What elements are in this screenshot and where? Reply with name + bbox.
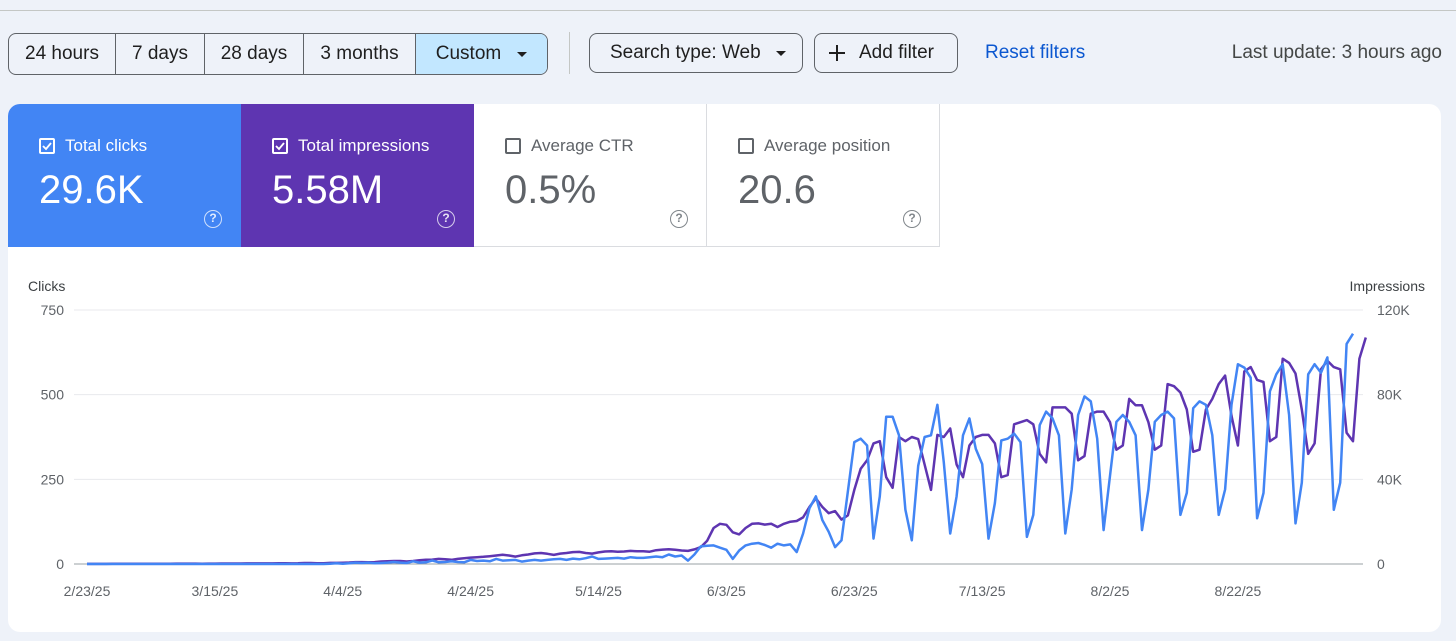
metric-value: 20.6 <box>738 168 816 212</box>
dropdown-caret-icon <box>775 50 786 56</box>
x-tick-label: 4/4/25 <box>323 583 362 599</box>
metric-value: 29.6K <box>39 168 144 212</box>
right-axis-label: Impressions <box>1350 278 1425 294</box>
x-tick-label: 8/2/25 <box>1091 583 1130 599</box>
search-type-dropdown[interactable]: Search type: Web <box>589 33 803 73</box>
help-icon[interactable]: ? <box>204 210 222 228</box>
help-icon[interactable]: ? <box>670 210 688 228</box>
range-28-days[interactable]: 28 days <box>205 34 304 74</box>
left-axis-label: Clicks <box>28 278 65 294</box>
range-24-hours[interactable]: 24 hours <box>9 34 116 74</box>
x-tick-label: 4/24/25 <box>447 583 494 599</box>
metric-card-total-clicks[interactable]: Total clicks 29.6K ? <box>8 104 241 247</box>
date-range-selector: 24 hours 7 days 28 days 3 months Custom <box>8 33 548 75</box>
range-custom[interactable]: Custom <box>416 34 547 74</box>
left-axis-ticks: 750 500 250 0 <box>41 302 65 572</box>
left-tick-label: 750 <box>41 302 65 318</box>
add-filter-button[interactable]: Add filter <box>814 33 958 73</box>
performance-panel: Total clicks 29.6K ? Total impressions 5… <box>8 104 1441 632</box>
help-icon[interactable]: ? <box>903 210 921 228</box>
left-tick-label: 250 <box>41 471 65 487</box>
help-icon[interactable]: ? <box>437 210 455 228</box>
left-tick-label: 0 <box>56 556 64 572</box>
checkbox-checked-icon[interactable] <box>39 138 55 154</box>
chart-series <box>87 333 1367 566</box>
metric-label: Total clicks <box>65 136 148 155</box>
search-type-label: Search type: Web <box>610 42 761 63</box>
metric-card-total-impressions[interactable]: Total impressions 5.58M ? <box>241 104 474 247</box>
last-update-text: Last update: 3 hours ago <box>1231 42 1442 63</box>
right-tick-label: 80K <box>1377 387 1403 403</box>
x-tick-label: 7/13/25 <box>959 583 1006 599</box>
reset-filters-link[interactable]: Reset filters <box>985 42 1086 63</box>
checkbox-unchecked-icon[interactable] <box>505 138 521 154</box>
x-tick-label: 5/14/25 <box>575 583 622 599</box>
metric-card-average-position[interactable]: Average position 20.6 ? <box>707 104 940 247</box>
range-custom-label: Custom <box>435 43 502 64</box>
metric-label: Average CTR <box>531 136 634 155</box>
right-tick-label: 0 <box>1377 556 1385 572</box>
add-filter-label: Add filter <box>859 42 934 63</box>
left-tick-label: 500 <box>41 387 65 403</box>
plus-icon <box>829 45 845 61</box>
x-tick-label: 3/15/25 <box>192 583 239 599</box>
range-7-days[interactable]: 7 days <box>116 34 205 74</box>
filter-divider <box>569 32 570 74</box>
metric-card-average-ctr[interactable]: Average CTR 0.5% ? <box>474 104 707 247</box>
right-tick-label: 120K <box>1377 302 1410 318</box>
x-tick-label: 2/23/25 <box>64 583 111 599</box>
metric-value: 0.5% <box>505 168 597 212</box>
x-tick-label: 6/23/25 <box>831 583 878 599</box>
clicks-series-line <box>87 333 1355 566</box>
top-divider <box>0 10 1456 11</box>
performance-chart: Clicks Impressions 750 500 250 0 120K 80K 40K… <box>28 278 1425 599</box>
x-axis-ticks: 2/23/25 3/15/25 4/4/25 4/24/25 5/14/25 6/3/25… <box>64 583 1262 599</box>
right-axis-ticks: 120K 80K 40K 0 <box>1377 302 1410 572</box>
x-tick-label: 8/22/25 <box>1215 583 1262 599</box>
metric-label: Average position <box>764 136 891 155</box>
metric-label: Total impressions <box>298 136 430 155</box>
range-3-months[interactable]: 3 months <box>304 34 416 74</box>
dropdown-caret-icon <box>517 51 528 57</box>
metric-value: 5.58M <box>272 168 384 212</box>
right-tick-label: 40K <box>1377 471 1403 487</box>
x-tick-label: 6/3/25 <box>707 583 746 599</box>
checkbox-unchecked-icon[interactable] <box>738 138 754 154</box>
impressions-series-line <box>87 337 1367 566</box>
checkbox-checked-icon[interactable] <box>272 138 288 154</box>
